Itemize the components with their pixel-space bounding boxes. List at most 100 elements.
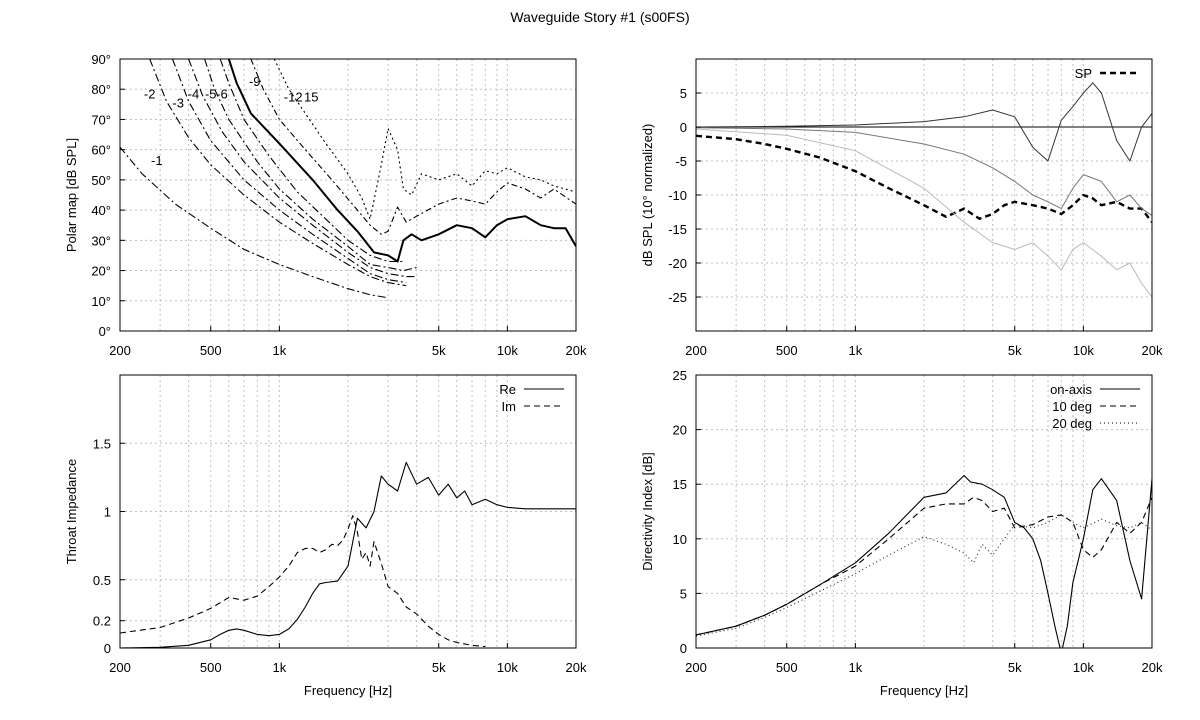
y-tick-label: 15 — [673, 477, 687, 492]
x-tick-label: 5k — [1008, 343, 1022, 358]
y-tick-label: 0.5 — [93, 573, 111, 588]
series-line-series-2 — [696, 127, 1152, 216]
x-tick-label: 500 — [776, 660, 798, 675]
contour-label: -5 — [205, 86, 217, 101]
y-axis-label: Throat Impedance — [64, 459, 79, 565]
x-tick-label: 1k — [272, 660, 286, 675]
series-group — [120, 59, 576, 299]
x-axis-label: Frequency [Hz] — [304, 683, 392, 698]
contour-label: -12 — [284, 89, 303, 104]
contour-label: -9 — [249, 74, 261, 89]
y-tick-label: -10 — [668, 188, 687, 203]
legend-label: Im — [502, 399, 516, 414]
chart-panel-1: 200 500 1k 5k 10k 20k 0° 10° 20° 30° 40° 50° 60° 70° 8… — [64, 52, 587, 358]
series-line-on-axis — [696, 474, 1152, 648]
x-tick-label: 10k — [1073, 660, 1094, 675]
series-line--1 — [120, 146, 389, 299]
y-tick-label: 0 — [680, 120, 687, 135]
legend-label: 10 deg — [1052, 399, 1092, 414]
y-tick-label: 10 — [673, 532, 687, 547]
y-tick-label: 1 — [104, 505, 111, 520]
series-line-series-1 — [696, 82, 1152, 162]
y-tick-label: 10° — [91, 294, 111, 309]
series-line--4 — [188, 59, 417, 278]
x-tick-label: 200 — [685, 343, 707, 358]
y-tick-label: 25 — [673, 368, 687, 383]
plot-frame — [695, 374, 1153, 649]
x-tick-label: 500 — [776, 343, 798, 358]
y-tick-label: 0 — [104, 641, 111, 656]
y-tick-label: 0.2 — [93, 614, 111, 629]
legend-label: SP — [1075, 66, 1092, 81]
y-tick-label: -15 — [668, 222, 687, 237]
series-line-10-deg — [696, 496, 1152, 636]
y-axis-label: Directivity Index [dB] — [640, 452, 655, 571]
y-tick-label: -20 — [668, 256, 687, 271]
x-axis-label: Frequency [Hz] — [880, 683, 968, 698]
chart-panel-4: 200 500 1k 5k 10k 20k 0 5 10 15 20 25 Frequency [Hz]… — [640, 368, 1163, 698]
chart-panel-2: 200 500 1k 5k 10k 20k -25 -20 -15 -10 -5 0 5 dB SPL (… — [640, 58, 1163, 358]
y-axis-label: Polar map [dB SPL] — [64, 138, 79, 252]
y-axis-label: dB SPL (10° normalized) — [640, 124, 655, 267]
series-line-re — [120, 461, 576, 648]
series-line--5 — [204, 59, 417, 272]
chart-panel-3: 200 500 1k 5k 10k 20k 0 0.2 0.5 1 1.5 Frequency [Hz… — [64, 374, 587, 698]
y-tick-label: 5 — [680, 586, 687, 601]
y-tick-label: 30° — [91, 233, 111, 248]
y-tick-label: -25 — [668, 290, 687, 305]
x-tick-label: 5k — [432, 343, 446, 358]
series-line-series-3 — [696, 128, 1152, 298]
contour-label: -2 — [144, 86, 156, 101]
figure-title: Waveguide Story #1 (s00FS) — [510, 9, 690, 25]
series-line--12 — [273, 59, 576, 220]
series-line-sp — [696, 134, 1152, 223]
x-tick-label: 10k — [1073, 343, 1094, 358]
x-tick-label: 20k — [1142, 343, 1163, 358]
series-group — [696, 474, 1152, 648]
x-tick-label: 20k — [566, 660, 587, 675]
x-tick-label: 1k — [848, 343, 862, 358]
contour-label: -6 — [216, 86, 228, 101]
y-tick-label: 90° — [91, 52, 111, 67]
contour-label: -1 — [151, 153, 163, 168]
y-tick-label: 20° — [91, 264, 111, 279]
x-tick-label: 200 — [109, 660, 131, 675]
x-tick-label: 1k — [848, 660, 862, 675]
contour-label: -3 — [172, 95, 184, 110]
grid-lines — [120, 375, 576, 648]
y-tick-label: 5 — [680, 86, 687, 101]
legend-label: 20 deg — [1052, 416, 1092, 431]
x-tick-label: 200 — [109, 343, 131, 358]
plot-frame — [119, 58, 577, 332]
grid-lines — [120, 59, 576, 331]
contour-label: 15 — [304, 89, 318, 104]
y-tick-label: 60° — [91, 143, 111, 158]
x-tick-label: 20k — [566, 343, 587, 358]
y-tick-label: 1.5 — [93, 436, 111, 451]
x-tick-label: 500 — [200, 343, 222, 358]
x-tick-label: 200 — [685, 660, 707, 675]
series-line--2 — [149, 59, 407, 287]
series-line-0 — [227, 59, 576, 263]
x-tick-label: 1k — [272, 343, 286, 358]
series-line--6 — [219, 59, 404, 263]
series-group — [120, 461, 576, 648]
y-tick-label: -5 — [675, 154, 687, 169]
legend-label: Re — [499, 382, 516, 397]
x-tick-label: 10k — [497, 343, 518, 358]
y-tick-label: 20 — [673, 423, 687, 438]
y-tick-label: 0 — [680, 641, 687, 656]
x-tick-label: 20k — [1142, 660, 1163, 675]
series-line-im — [120, 515, 486, 648]
series-line-20-deg — [696, 514, 1152, 637]
x-tick-label: 5k — [432, 660, 446, 675]
y-tick-label: 40° — [91, 203, 111, 218]
legend-label: on-axis — [1050, 382, 1092, 397]
series-line--9 — [250, 59, 576, 235]
grid-lines — [696, 375, 1152, 648]
series-group — [696, 82, 1152, 298]
x-tick-label: 500 — [200, 660, 222, 675]
y-tick-label: 0° — [99, 324, 111, 339]
x-tick-label: 5k — [1008, 660, 1022, 675]
